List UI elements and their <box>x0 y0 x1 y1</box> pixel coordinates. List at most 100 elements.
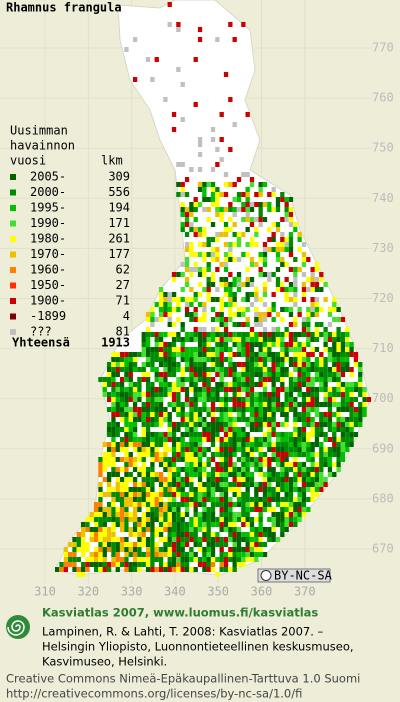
occurrence-square <box>284 402 289 407</box>
occurrence-square <box>215 162 220 167</box>
occurrence-square <box>102 392 107 397</box>
occurrence-square <box>180 432 185 437</box>
occurrence-square <box>210 502 216 507</box>
occurrence-square <box>293 477 298 482</box>
occurrence-square <box>345 347 350 352</box>
occurrence-square <box>219 157 224 162</box>
occurrence-square <box>345 397 350 402</box>
occurrence-square <box>167 387 172 392</box>
occurrence-square <box>288 357 294 362</box>
occurrence-square <box>89 552 94 557</box>
occurrence-square <box>202 502 207 507</box>
occurrence-square <box>145 547 151 552</box>
occurrence-square <box>275 392 281 397</box>
occurrence-square <box>301 482 307 487</box>
occurrence-square <box>241 537 246 542</box>
occurrence-square <box>145 487 151 492</box>
occurrence-square <box>128 527 133 532</box>
occurrence-square <box>232 212 237 217</box>
occurrence-square <box>150 382 155 387</box>
occurrence-square <box>319 332 324 337</box>
occurrence-square <box>258 497 263 502</box>
occurrence-square <box>319 402 324 407</box>
occurrence-square <box>180 297 185 302</box>
occurrence-square <box>223 257 229 262</box>
occurrence-square <box>210 307 216 312</box>
occurrence-square <box>319 307 324 312</box>
occurrence-square <box>228 287 233 292</box>
occurrence-square <box>197 517 203 522</box>
occurrence-square <box>245 347 250 352</box>
occurrence-square <box>284 487 289 492</box>
occurrence-square <box>297 512 302 517</box>
occurrence-square <box>249 472 255 477</box>
occurrence-square <box>141 392 146 397</box>
occurrence-square <box>215 197 220 202</box>
occurrence-square <box>310 347 315 352</box>
occurrence-square <box>102 467 107 472</box>
occurrence-square <box>245 417 250 422</box>
occurrence-square <box>184 242 190 247</box>
occurrence-square <box>193 427 198 432</box>
occurrence-square <box>171 542 177 547</box>
occurrence-square <box>280 447 285 452</box>
occurrence-square <box>154 377 159 382</box>
occurrence-square <box>115 362 120 367</box>
occurrence-square <box>158 347 164 352</box>
occurrence-square <box>232 477 237 482</box>
occurrence-square <box>180 497 185 502</box>
occurrence-square <box>297 357 302 362</box>
occurrence-square <box>332 337 337 342</box>
occurrence-square <box>236 192 242 197</box>
occurrence-square <box>145 447 151 452</box>
occurrence-square <box>241 402 246 407</box>
occurrence-square <box>245 552 250 557</box>
occurrence-square <box>297 387 302 392</box>
occurrence-square <box>215 462 220 467</box>
occurrence-square <box>150 557 155 562</box>
occurrence-square <box>223 492 229 497</box>
occurrence-square <box>228 362 233 367</box>
occurrence-square <box>210 197 216 202</box>
occurrence-square <box>193 567 198 572</box>
occurrence-square <box>158 377 164 382</box>
occurrence-square <box>72 557 77 562</box>
occurrence-square <box>180 522 185 527</box>
occurrence-square <box>202 327 207 332</box>
occurrence-square <box>319 322 324 327</box>
occurrence-square <box>275 477 281 482</box>
occurrence-square <box>249 222 255 227</box>
occurrence-square <box>154 357 159 362</box>
occurrence-square <box>258 517 263 522</box>
occurrence-square <box>232 432 237 437</box>
occurrence-square <box>115 507 120 512</box>
occurrence-square <box>254 502 259 507</box>
occurrence-square <box>184 482 190 487</box>
occurrence-square <box>232 522 237 527</box>
occurrence-square <box>249 257 255 262</box>
occurrence-square <box>180 487 185 492</box>
occurrence-square <box>150 452 155 457</box>
occurrence-square <box>80 542 86 547</box>
occurrence-square <box>258 482 263 487</box>
occurrence-square <box>215 237 220 242</box>
occurrence-square <box>115 397 120 402</box>
occurrence-square <box>353 362 359 367</box>
occurrence-square <box>241 342 246 347</box>
occurrence-square <box>271 417 276 422</box>
occurrence-square <box>245 317 250 322</box>
occurrence-square <box>245 462 250 467</box>
occurrence-square <box>202 352 207 357</box>
license-url: http://creativecommons.org/licenses/by-n… <box>6 687 302 701</box>
occurrence-square <box>228 257 233 262</box>
occurrence-square <box>336 402 341 407</box>
occurrence-square <box>132 432 138 437</box>
occurrence-square <box>189 312 194 317</box>
occurrence-square <box>284 467 289 472</box>
occurrence-square <box>210 327 216 332</box>
occurrence-square <box>167 507 172 512</box>
occurrence-square <box>249 537 255 542</box>
occurrence-square <box>310 337 315 342</box>
occurrence-square <box>193 397 198 402</box>
occurrence-square <box>332 422 337 427</box>
